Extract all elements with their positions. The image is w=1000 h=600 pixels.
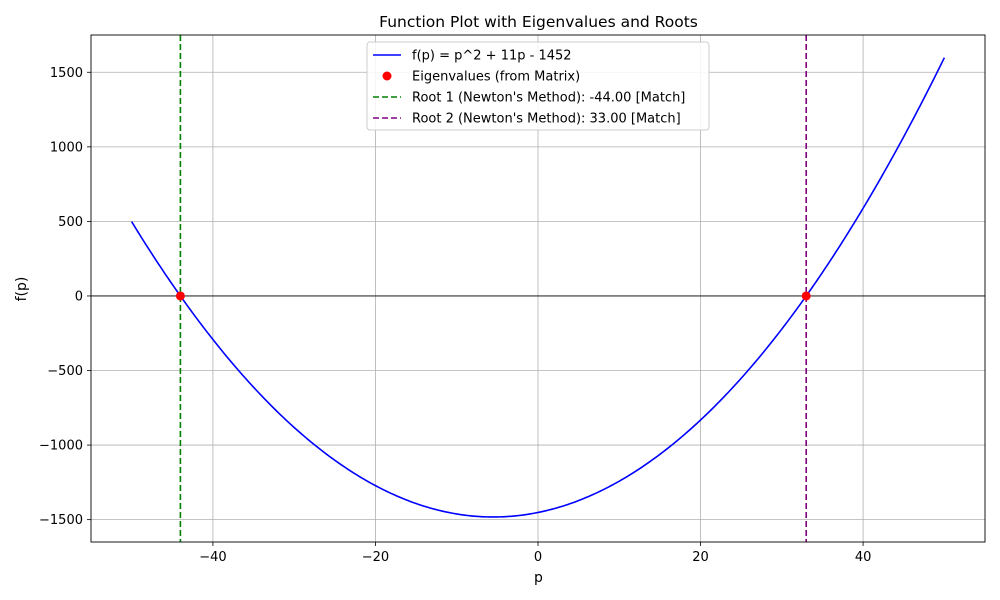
y-tick-label: −500 <box>47 364 83 379</box>
chart-title: Function Plot with Eigenvalues and Roots <box>379 13 698 31</box>
legend-box <box>366 41 710 131</box>
eigenvalue-point-1 <box>175 291 185 301</box>
y-tick-label: −1500 <box>39 513 83 528</box>
x-axis: −40 −20 0 20 40 <box>199 542 871 565</box>
legend-label: Eigenvalues (from Matrix) <box>412 70 580 85</box>
eigenvalue-point-2 <box>801 291 811 301</box>
y-axis-label: f(p) <box>14 277 30 302</box>
legend-label: Root 2 (Newton's Method): 33.00 [Match] <box>412 112 681 127</box>
x-tick-label: 20 <box>692 550 709 565</box>
x-tick-label: −20 <box>362 550 389 565</box>
y-axis: −1500 −1000 −500 0 500 1000 1500 <box>39 66 91 528</box>
legend-label: Root 1 (Newton's Method): -44.00 [Match] <box>412 91 685 106</box>
y-tick-label: 0 <box>75 289 83 304</box>
y-tick-label: 1000 <box>50 140 83 155</box>
x-tick-label: 0 <box>534 550 542 565</box>
x-axis-label: p <box>534 570 543 586</box>
legend-label: f(p) = p^2 + 11p - 1452 <box>412 49 572 64</box>
function-curve <box>130 57 946 518</box>
legend: f(p) = p^2 + 11p - 1452 Eigenvalues (from… <box>366 41 710 131</box>
x-tick-label: 40 <box>855 550 872 565</box>
x-tick-label: −40 <box>199 550 226 565</box>
y-tick-label: −1000 <box>39 439 83 454</box>
y-tick-label: 500 <box>58 215 83 230</box>
legend-swatch-eigenvalues <box>382 71 392 81</box>
y-tick-label: 1500 <box>50 66 83 81</box>
